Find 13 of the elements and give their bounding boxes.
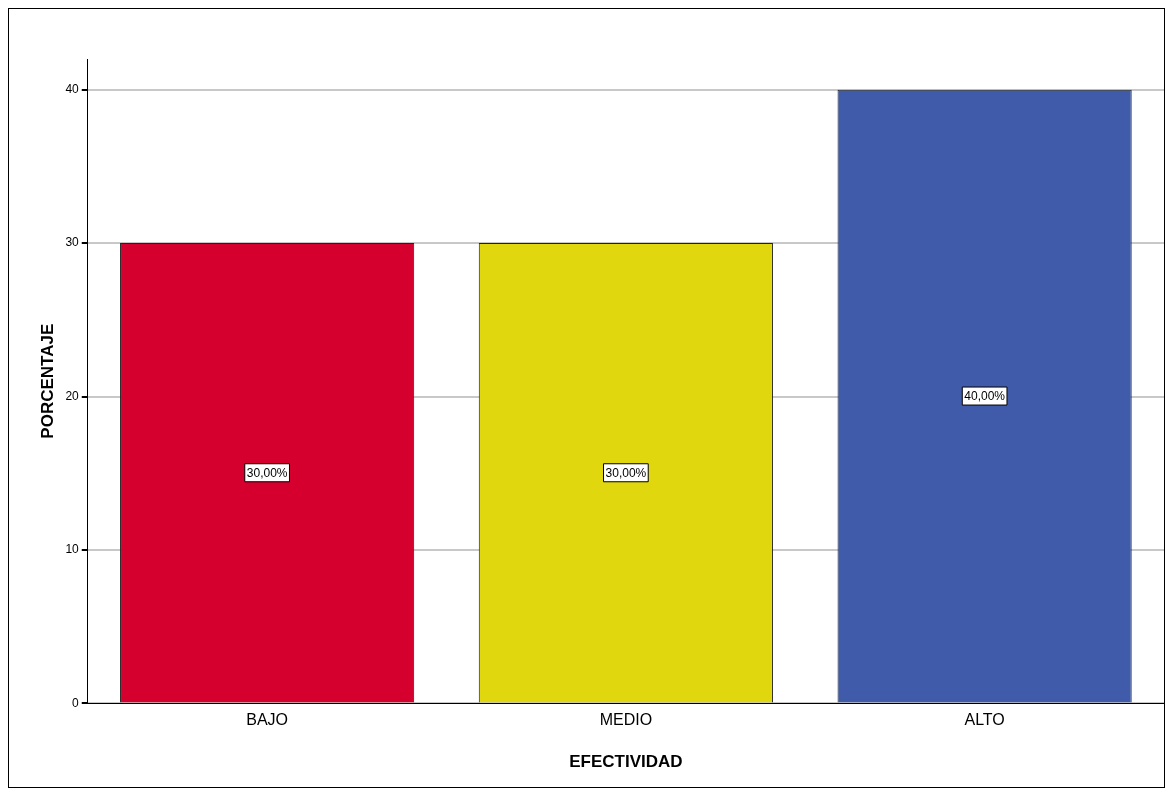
x-tick-label: MEDIO (599, 711, 653, 729)
data-label: 40,00% (964, 389, 1006, 404)
y-tick-label: 20 (65, 388, 80, 403)
data-label: 30,00% (605, 466, 647, 481)
x-tick-label: BAJO (246, 711, 289, 729)
y-axis-title: PORCENTAJE (37, 323, 57, 439)
x-axis-title: EFECTIVIDAD (569, 752, 683, 772)
data-label: 30,00% (246, 466, 288, 481)
y-tick-label: 30 (65, 235, 80, 250)
y-tick-label: 10 (65, 542, 80, 557)
x-tick-label: ALTO (964, 711, 1005, 729)
y-tick-label: 40 (65, 82, 80, 96)
y-tick-label: 0 (72, 695, 80, 710)
